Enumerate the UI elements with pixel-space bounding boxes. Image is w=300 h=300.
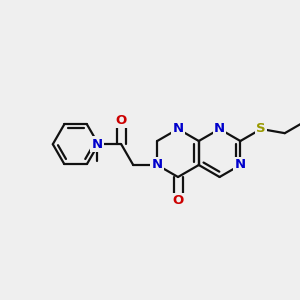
Text: O: O bbox=[172, 194, 184, 208]
Text: S: S bbox=[256, 122, 266, 136]
Text: N: N bbox=[214, 122, 225, 136]
Text: O: O bbox=[116, 114, 127, 127]
Text: N: N bbox=[152, 158, 163, 172]
Text: N: N bbox=[92, 138, 103, 151]
Text: N: N bbox=[235, 158, 246, 172]
Text: N: N bbox=[172, 122, 184, 136]
